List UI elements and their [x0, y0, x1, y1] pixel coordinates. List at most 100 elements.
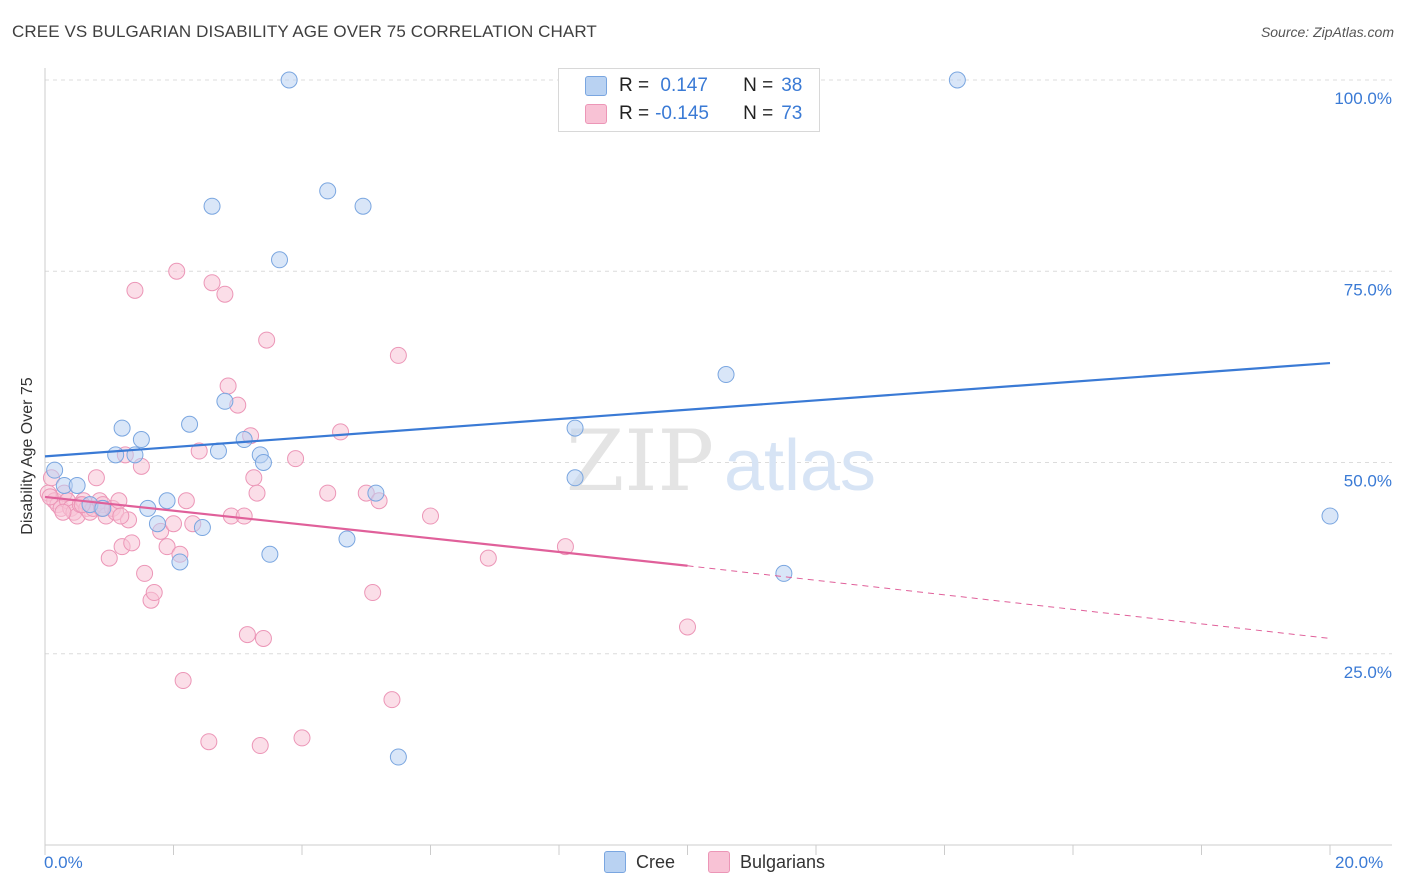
bulgarians-point	[200, 733, 218, 751]
cree-point	[181, 415, 199, 433]
legend-n-label: N =	[743, 103, 774, 124]
bulgarians-point	[556, 538, 574, 556]
cree-point	[158, 492, 176, 510]
legend-row-cree: R = 0.147 N = 38	[585, 73, 802, 99]
bulgarians-point	[235, 507, 253, 525]
cree-point	[271, 251, 289, 269]
bulgarians-point	[254, 629, 272, 647]
cree-point	[216, 392, 234, 410]
source-label: Source: ZipAtlas.com	[1260, 24, 1394, 40]
bulgarians-point	[219, 377, 237, 395]
legend-label-cree: Cree	[636, 851, 676, 872]
bulgarians-point	[389, 346, 407, 364]
bulgarians-point	[123, 534, 141, 552]
bulgarians-point	[177, 492, 195, 510]
bulgarians-point	[245, 469, 263, 487]
bulgarians-point	[136, 564, 154, 582]
cree-point	[235, 431, 253, 449]
bulgarians-point	[190, 442, 208, 460]
watermark-zip: ZIP	[566, 412, 714, 510]
legend-item-bulgarians[interactable]: Bulgarians	[708, 851, 825, 873]
cree-point	[209, 442, 227, 460]
y-tick-label: 75.0%	[1344, 280, 1392, 299]
bulgarians-point	[216, 285, 234, 303]
bulgarians-point	[158, 538, 176, 556]
cree-point	[107, 446, 125, 464]
watermark: ZIP atlas	[566, 412, 876, 510]
cree-points	[46, 71, 1339, 766]
y-tick-label: 100.0%	[1334, 89, 1392, 108]
cree-point	[46, 461, 64, 479]
legend-swatch-bulgarians	[585, 104, 607, 124]
bulgarians-point	[203, 274, 221, 292]
cree-point	[319, 182, 337, 200]
cree-point	[717, 366, 735, 384]
cree-point	[254, 454, 272, 471]
bulgarians-point	[364, 584, 382, 602]
cree-trend-line	[44, 361, 1331, 458]
y-tick-label: 25.0%	[1344, 663, 1392, 682]
cree-point	[389, 748, 407, 766]
bulgarians-point	[238, 626, 256, 644]
bulgarians-point	[332, 423, 350, 441]
legend-r-label: R =	[619, 75, 650, 96]
bulgarians-point	[248, 484, 266, 502]
cree-point	[132, 431, 150, 449]
cree-point	[948, 71, 966, 89]
bulgarians-point	[126, 281, 144, 299]
bulgarians-point	[87, 469, 105, 487]
bulgarians-trend-line	[44, 495, 688, 567]
bulgarians-point	[319, 484, 337, 502]
correlation-legend: R = 0.147 N = 38 R = -0.145 N = 73	[558, 68, 820, 132]
bulgarians-point	[383, 691, 401, 709]
cree-point	[171, 553, 189, 571]
bulgarians-point	[293, 729, 311, 747]
cree-point	[113, 419, 131, 437]
bulgarians-point	[251, 737, 269, 755]
cree-point	[1321, 507, 1339, 525]
bulgarians-point	[165, 515, 182, 533]
bulgarians-point	[100, 549, 118, 567]
trend-lines	[44, 361, 1331, 639]
legend-row-bulgarians: R = -0.145 N = 73	[585, 101, 802, 127]
cree-point	[566, 469, 584, 487]
bulgarians-trend-extension	[687, 565, 1331, 639]
y-tick-label: 50.0%	[1344, 472, 1392, 491]
bulgarians-point	[54, 503, 72, 521]
legend-item-cree[interactable]: Cree	[604, 851, 675, 873]
cree-point	[338, 530, 356, 548]
legend-n-label: N =	[743, 75, 774, 96]
watermark-atlas: atlas	[724, 426, 876, 506]
legend-swatch-cree	[585, 76, 607, 96]
bulgarians-point	[145, 584, 163, 602]
legend-swatch-cree	[604, 851, 626, 873]
cree-point	[148, 515, 166, 533]
cree-point	[566, 419, 584, 437]
grid-lines	[45, 79, 1392, 655]
bulgarians-point	[174, 672, 192, 690]
legend-swatch-bulgarians	[708, 851, 730, 873]
cree-point	[203, 197, 221, 215]
cree-point	[367, 484, 385, 502]
x-tick-label-max: 20.0%	[1335, 853, 1384, 872]
bulgarians-point	[422, 507, 439, 525]
cree-point	[280, 71, 298, 89]
cree-point	[261, 545, 279, 563]
bulgarians-point	[679, 618, 696, 636]
cree-point	[68, 476, 86, 494]
bulgarians-point	[287, 450, 305, 468]
legend-label-bulgarians: Bulgarians	[740, 851, 826, 872]
legend-r-label: R =	[619, 103, 650, 124]
cree-point	[354, 197, 372, 215]
legend-r-value: 0.147	[655, 75, 708, 96]
y-tick-labels: 25.0% 50.0% 75.0% 100.0%	[1334, 89, 1392, 682]
bulgarians-point	[258, 331, 276, 349]
axes	[44, 68, 1392, 855]
bulgarians-point	[112, 507, 130, 525]
chart-title: CREE VS BULGARIAN DISABILITY AGE OVER 75…	[12, 22, 597, 41]
cree-point	[193, 519, 211, 537]
legend-r-value: -0.145	[655, 103, 709, 124]
legend-n-value: 38	[781, 75, 803, 96]
legend-n-value: 73	[781, 103, 803, 124]
